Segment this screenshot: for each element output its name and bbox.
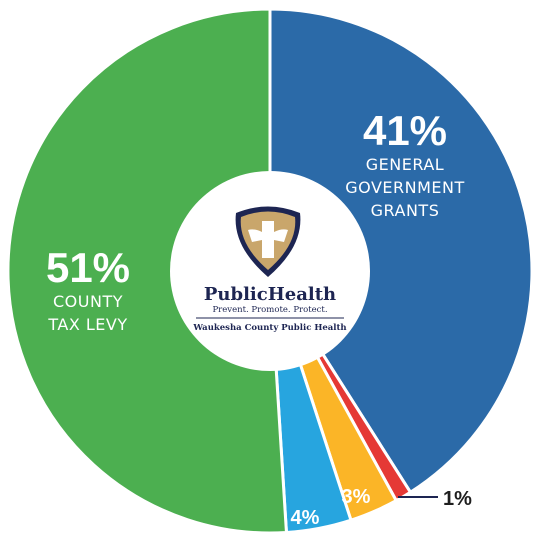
center-logo: PublicHealth Prevent. Promote. Protect. … xyxy=(170,171,370,371)
public-health-shield-icon xyxy=(235,206,301,277)
logo-organization: Waukesha County Public Health xyxy=(192,323,346,333)
logo-tagline: Prevent. Promote. Protect. xyxy=(212,305,327,315)
label-government-grants-line3: GRANTS xyxy=(371,201,440,220)
label-government-grants-line1: GENERAL xyxy=(366,155,444,174)
slice-labels: 41% GENERAL GOVERNMENT GRANTS 51% COUNTY… xyxy=(46,107,472,529)
label-slice-3pct: 3% xyxy=(342,486,371,508)
label-government-grants-line2: GOVERNMENT xyxy=(345,178,465,197)
logo-wordmark: PublicHealth xyxy=(204,284,336,305)
slice-county-tax-levy xyxy=(6,7,288,533)
label-county-tax-levy-pct: 51% xyxy=(46,244,130,291)
label-county-tax-levy-line1: COUNTY xyxy=(53,292,123,311)
label-slice-1pct: 1% xyxy=(443,488,472,510)
label-government-grants-pct: 41% xyxy=(363,107,447,154)
label-slice-4pct: 4% xyxy=(291,507,320,529)
label-county-tax-levy-line2: TAX LEVY xyxy=(47,315,127,334)
